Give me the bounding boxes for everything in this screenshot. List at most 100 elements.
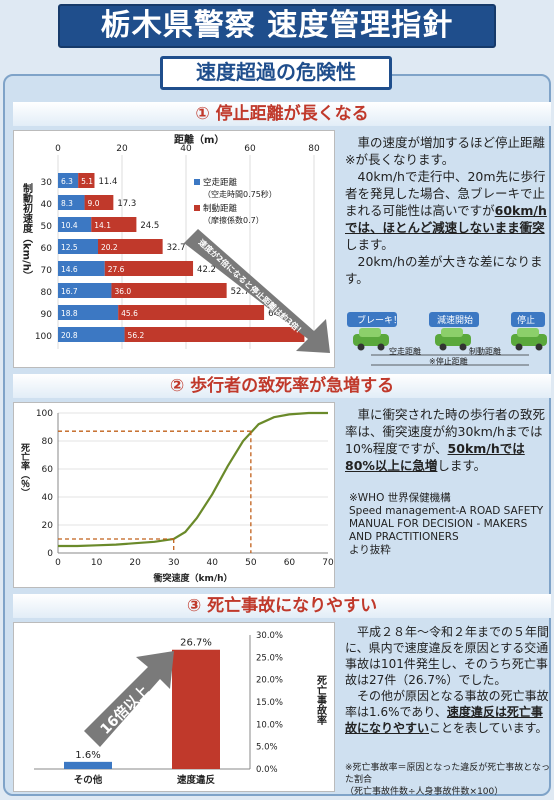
legend-brake-label: 制動距離 — [203, 203, 238, 214]
chart3-bar — [172, 649, 220, 769]
chart1-brake-label: 9.0 — [88, 199, 100, 208]
legend-brake-note: （摩擦係数0.7） — [203, 215, 264, 225]
section1-p2c: します。 — [345, 237, 394, 252]
chart1-x-tick: 0 — [55, 144, 61, 154]
section2-text-b: 50km/hでは80%以上に急増 — [345, 441, 525, 473]
chart3-panel: 0.0% 5.0% 10.0% 15.0% 20.0% 25.0% 30.0% 1.6% その他… — [13, 622, 335, 792]
chart1-brake-label: 27.6 — [108, 265, 125, 274]
car-diagram: ブレーキ！ 減速開始 停止 空走距離 制動距離 ※停止距離 — [343, 310, 551, 368]
chart1-bar-brake — [118, 305, 265, 320]
chart1-total-label: 17.3 — [117, 199, 136, 209]
chart1-title: 距離（m） — [174, 133, 224, 146]
chart1-free-label: 12.5 — [61, 243, 78, 252]
chart1-category: 40 — [41, 200, 53, 210]
chart1-category: 100 — [35, 332, 52, 342]
car-1-icon — [353, 328, 389, 351]
chart2-y-tick: 80 — [42, 437, 54, 447]
chart3-arrow — [84, 651, 174, 747]
chart3-ylabel: 死亡事故率 — [315, 675, 327, 726]
chart2-series-line — [58, 411, 328, 548]
chart1-total-label: 24.5 — [140, 221, 159, 231]
chart3-y-tick: 10.0% — [256, 720, 283, 730]
chart1-bar-free — [58, 327, 125, 342]
section2-text: 車に衝突された時の歩行者の致死率は、衝突速度が約30km/hまでは10%程度です… — [345, 406, 551, 474]
fatal-rate-chart: 0.0% 5.0% 10.0% 15.0% 20.0% 25.0% 30.0% 1.6% その他… — [34, 631, 327, 786]
chart1-bar-brake — [78, 173, 95, 188]
chart1-free-label: 20.8 — [61, 331, 78, 340]
chart3-y-tick: 5.0% — [256, 743, 278, 753]
chart1-x-tick: 80 — [308, 144, 320, 154]
chart1-total-label: 52.7 — [231, 287, 250, 297]
chart1-bar-brake — [84, 195, 114, 210]
free-distance-label: 空走距離 — [389, 347, 421, 356]
chart1-bar-free — [58, 261, 105, 276]
section-fatal-accidents: ③ 死亡事故になりやすい 0.0% 5.0% 10.0% 15.0% 20.0% 25.0… — [13, 594, 551, 797]
section2-text-a: 車に衝突された時の歩行者の致死率は、衝突速度が約30km/hまでは10%程度です… — [345, 407, 546, 456]
legend-brake-swatch — [194, 205, 200, 211]
chart2-y-tick: 60 — [42, 465, 54, 475]
chart1-bar-free — [58, 195, 85, 210]
chart1-bar-free — [58, 305, 119, 320]
chart2-x-tick: 10 — [91, 558, 103, 568]
stop-distance-label: ※停止距離 — [429, 357, 468, 366]
section3-p2a: その他が原因となる事故の死亡事故率は1.6%であり、 — [345, 689, 549, 719]
chart1-brake-label: 14.1 — [94, 221, 111, 230]
chart2-x-tick: 40 — [207, 558, 219, 568]
chart2-y-tick: 40 — [42, 493, 54, 503]
chart3-value-label: 1.6% — [75, 750, 100, 761]
chart1-x-tick: 60 — [244, 144, 256, 154]
chart1-category: 30 — [41, 178, 53, 188]
section3-p2b: 速度違反は死亡事故になりやすい — [345, 705, 543, 735]
chart1-ylabel: 制動初速度（km/h） — [21, 182, 34, 281]
chart1-category: 90 — [41, 310, 53, 320]
section3-text: 平成２８年～令和２年までの５年間に、県内で速度違反を原因とする交通事故は101件… — [345, 624, 551, 736]
chart1-bar-brake — [111, 283, 227, 298]
brake-label: ブレーキ！ — [357, 316, 403, 326]
main-frame: ① 停止距離が長くなる 距離（m） 0 20 40 60 80 制動初速度（km/h） 30 6… — [3, 74, 551, 797]
chart2-panel: 0 20 40 60 80 100 0 10 20 30 40 50 60 70 衝突速度（km/h） 死亡率… — [13, 402, 335, 588]
stop-label-box — [511, 312, 545, 327]
chart1-free-label: 18.8 — [61, 309, 78, 318]
chart1-free-label: 16.7 — [61, 287, 78, 296]
page-subtitle: 速度超過の危険性 — [160, 56, 392, 90]
start-label: 減速開始 — [437, 316, 474, 326]
chart1-x-tick: 40 — [180, 144, 192, 154]
chart3-bar — [64, 761, 112, 769]
chart1-brake-label: 56.2 — [128, 331, 145, 340]
chart2-x-tick: 20 — [129, 558, 141, 568]
chart3-y-tick: 30.0% — [256, 631, 283, 641]
chart3-y-tick: 25.0% — [256, 653, 283, 663]
chart3-value-label: 26.7% — [180, 638, 212, 649]
section1-p2b: 60km/hでは、ほとんど減速しないまま衝突 — [345, 203, 547, 235]
legend-free-swatch — [194, 179, 200, 185]
chart1-brake-label: 5.1 — [81, 177, 93, 186]
source-b: Speed management-A ROAD SAFETY MANUAL FO… — [349, 505, 544, 543]
chart1-bar-brake — [124, 327, 305, 342]
stopping-distance-chart: 距離（m） 0 20 40 60 80 制動初速度（km/h） 30 6.3 5.1 11.4 40 8… — [21, 133, 330, 353]
chart1-x-tick: 20 — [116, 144, 128, 154]
section3-heading: ③ 死亡事故になりやすい — [13, 594, 551, 618]
note-b: （死亡事故件数÷人身事故件数×100） — [345, 787, 504, 797]
brake-label-box — [347, 312, 397, 327]
section1-heading: ① 停止距離が長くなる — [13, 102, 551, 126]
chart1-bar-free — [58, 173, 79, 188]
source-a: ※WHO 世界保健機構 — [349, 492, 451, 504]
section2-source: ※WHO 世界保健機構 Speed management-A ROAD SAFE… — [349, 492, 551, 557]
chart1-category: 70 — [41, 266, 53, 276]
section-stopping-distance: ① 停止距離が長くなる 距離（m） 0 20 40 60 80 制動初速度（km/h） 30 6… — [13, 102, 551, 368]
chart3-category: その他 — [74, 774, 103, 786]
chart1-bar-brake — [98, 239, 163, 254]
section3-p1: 平成２８年～令和２年までの５年間に、県内で速度違反を原因とする交通事故は101件… — [345, 625, 550, 687]
chart2-x-tick: 60 — [284, 558, 296, 568]
chart1-bar-free — [58, 217, 92, 232]
chart1-total-label: 42.2 — [197, 265, 216, 275]
chart1-free-label: 10.4 — [61, 221, 78, 230]
chart2-x-tick: 70 — [322, 558, 334, 568]
chart1-total-label: 11.4 — [98, 177, 117, 187]
chart1-category: 50 — [41, 222, 53, 232]
legend-free-note: （空走時間0.75秒） — [203, 189, 277, 199]
note-a: ※死亡事故率＝原因となった違反が死亡事故となった割合 — [345, 763, 551, 785]
source-c: より抜粋 — [349, 544, 391, 556]
chart2-y-tick: 20 — [42, 521, 54, 531]
